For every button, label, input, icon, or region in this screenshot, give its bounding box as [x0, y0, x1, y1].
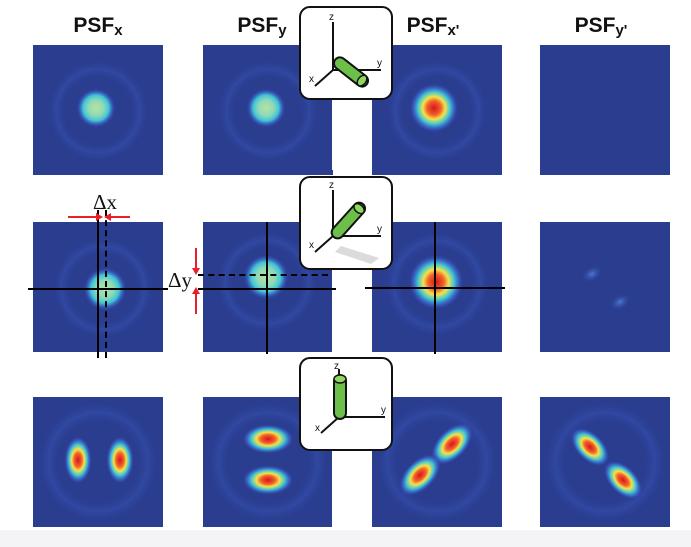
psf-image: [540, 397, 670, 527]
axis-label-y: y: [377, 58, 382, 69]
psf-panel-r1-c3: [372, 45, 502, 175]
delta-x-arrows: [68, 213, 130, 221]
psf-image: [33, 45, 163, 175]
delta-y-label: Δy: [168, 268, 193, 292]
crosshair-vertical-dashed: [105, 210, 107, 358]
psf-image: [372, 45, 502, 175]
crosshair-horizontal: [365, 287, 505, 289]
col-title-psfx: PSFx: [73, 14, 123, 39]
rod-icon: [333, 374, 347, 420]
crosshair-horizontal: [28, 288, 168, 290]
crosshair-vertical: [97, 210, 99, 358]
axis-label-y: y: [381, 405, 386, 416]
psf-panel-r3-c1: [33, 397, 163, 527]
psf-image: [33, 397, 163, 527]
crosshair-horizontal: [198, 288, 336, 290]
orientation-diagram-row3: z y x: [299, 357, 393, 451]
col-title-psfy: PSFy: [237, 14, 287, 39]
orientation-diagram-row1: z y x: [299, 6, 393, 100]
axis-label-x: x: [309, 240, 314, 251]
axis-label-z: z: [329, 12, 334, 23]
page-footer-strip: [0, 530, 691, 547]
axis-label-z: z: [329, 180, 334, 191]
delta-y-arrows: [192, 248, 200, 314]
axis-label-x: x: [309, 74, 314, 85]
axis-label-x: x: [315, 423, 320, 434]
psf-panel-r3-c4: [540, 397, 670, 527]
orientation-diagram-row2: z y x: [299, 176, 393, 270]
psf-image: [372, 397, 502, 527]
col-title-psfy-prime: PSFy': [574, 14, 628, 39]
axis-label-y: y: [377, 224, 382, 235]
crosshair-horizontal-dashed: [198, 274, 328, 276]
psf-image: [540, 222, 670, 352]
rod-icon: [332, 56, 370, 88]
axis-label-z: z: [334, 361, 339, 372]
psf-panel-r1-c1: [33, 45, 163, 175]
psf-panel-r3-c3: [372, 397, 502, 527]
psf-panel-r2-c4: [540, 222, 670, 352]
delta-x-label: Δx: [93, 190, 118, 214]
col-title-psfx-prime: PSFx': [406, 14, 460, 39]
rod-icon: [330, 201, 367, 240]
psf-image: [540, 45, 670, 175]
psf-panel-r1-c4: [540, 45, 670, 175]
